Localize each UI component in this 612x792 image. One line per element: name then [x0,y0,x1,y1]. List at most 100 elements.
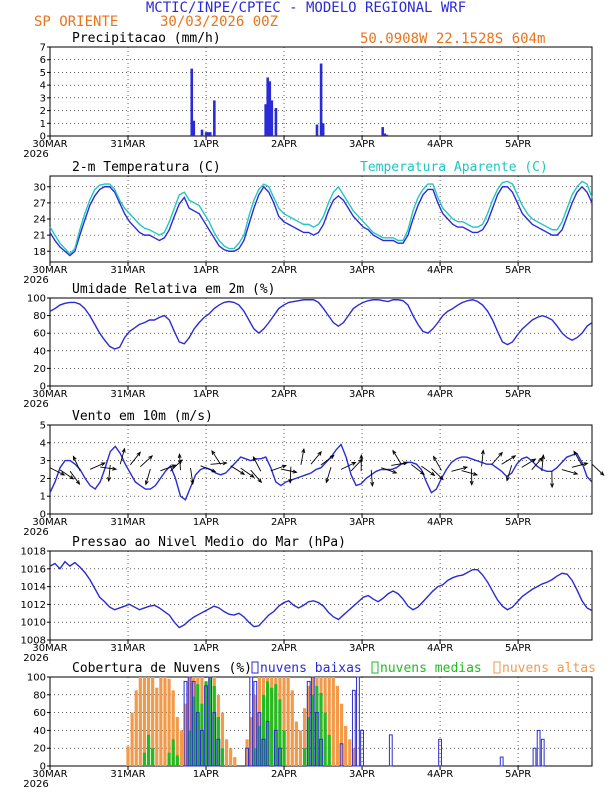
cloud-bar-medias [212,685,216,766]
cloud-bar-altas [159,677,163,766]
cloud-bar-altas [290,690,294,766]
cloud-bar-baixas [208,676,213,767]
wind-arrow [521,458,536,468]
cloud-bar-altas [220,712,225,766]
wind-arrow [571,462,588,468]
wind-arrow [573,451,583,466]
precip-bar [213,100,216,136]
cloud-bar-medias [307,717,311,766]
x-year-label: 2026 [23,779,48,790]
y-tick-label: 80 [33,690,46,701]
y-tick-label: 0 [40,762,46,773]
y-tick-label: 1008 [21,636,46,647]
cloud-bar-altas [253,694,257,766]
legend-apparent-temp: Temperatura Aparente (C) [360,160,548,175]
cloud-bar-altas [126,746,130,766]
x-tick-label: 5APR [505,769,531,780]
wind-arrow-head [420,470,425,476]
wind-arrow [200,465,216,473]
y-tick-label: 1 [40,492,46,503]
wind-arrow-head [392,449,397,455]
y-tick-label: 30 [33,182,46,193]
x-tick-label: 30MAR [32,265,67,276]
x-tick-label: 4APR [427,265,453,276]
y-tick-label: 40 [33,726,46,737]
cloud-bar-altas [163,677,167,766]
cloud-bar-altas [183,703,188,766]
cloud-bar-baixas [265,721,270,767]
cloud-bar-altas [257,677,262,766]
x-tick-label: 2APR [271,139,297,150]
y-tick-label: 20 [33,744,46,755]
x-tick-label: 31MAR [110,643,145,654]
wind-arrow [310,451,322,465]
cloud-bar-baixas [499,756,504,767]
x-year-label: 2026 [23,149,48,160]
wind-arrow-head [392,469,398,474]
cloud-bar-baixas [191,680,196,767]
panel-1: 18 21 24 27 30 30MAR 31MAR 1APR 2APR 3APR 4APR 5APR… [23,160,593,286]
x-tick-label: 1APR [193,643,219,654]
cloud-bar-altas [171,690,175,766]
panel-title: Cobertura de Nuvens (%) [72,661,252,676]
cloud-bar-baixas [306,680,311,767]
cloud-bar-medias [200,703,204,766]
y-tick-label: 1 [40,119,46,130]
series-line-main [49,443,593,501]
y-tick-label: 21 [33,231,46,242]
cloud-bar-altas [335,685,340,766]
wind-arrow-head [72,455,77,461]
y-tick-label: 80 [33,311,46,322]
cloud-bar-medias [261,694,266,766]
wind-arrow [179,454,181,471]
cloud-bar-baixas [278,747,282,767]
cloud-bar-altas [302,708,307,766]
x-tick-label: 30MAR [32,643,67,654]
wind-arrow-head [541,454,545,460]
wind-arrow-head [430,471,436,476]
cloud-bar-altas [146,677,151,766]
y-tick-label: 1012 [21,600,46,611]
wind-arrow [160,464,176,472]
panel-0: 0 1 2 34 5 67 30MAR 31MAR 1APR 2APR 3APR 4APR 5APR 20… [23,31,593,160]
wind-arrow-head [211,449,216,455]
cloud-bar-altas [233,757,237,766]
x-tick-label: 31MAR [110,139,145,150]
cloud-bar-baixas [339,743,344,767]
y-tick-label: 4 [40,81,46,92]
panel-2: 0 20 40 60 80 100 30MAR 31MAR 1APR 2APR 3APR 4APR 5A… [23,282,593,410]
cloud-bar-medias [220,748,225,766]
wind-arrow-head [190,479,195,486]
cloud-bar-medias [311,694,315,766]
series-line-main [49,560,593,629]
precip-bar [274,108,278,136]
wind-arrow-head [511,455,517,460]
precip-bar [266,77,270,136]
wind-arrow [461,470,478,476]
series-line-main [49,185,593,257]
wind-arrow-head [100,462,106,467]
wind-arrow-head [211,468,217,473]
cloud-bar-baixas [314,712,319,767]
y-tick-label: 3 [40,456,46,467]
y-tick-label: 1018 [21,547,46,558]
cloud-bar-medias [167,752,171,766]
cloud-bar-altas [339,703,344,766]
wind-arrow-head [148,455,154,460]
cloud-bar-baixas [204,685,208,767]
x-tick-label: 3APR [349,389,375,400]
y-tick-label: 6 [40,55,46,66]
wind-arrow-head [480,449,485,455]
wind-arrow [451,466,468,472]
cloud-bar-baixas [319,738,323,767]
header-coords: 50.0908W 22.1528S 604m [360,31,545,47]
cloud-bar-baixas [388,734,393,767]
panel-title: Umidade Relativa em 2m (%) [72,282,276,297]
wind-arrow [59,469,74,480]
cloud-bar-medias [327,734,331,766]
wind-arrow [340,461,356,470]
wind-arrow [69,470,80,485]
wind-arrow-head [439,475,444,481]
wind-arrow-head [144,480,149,486]
precip-bar [381,127,384,136]
